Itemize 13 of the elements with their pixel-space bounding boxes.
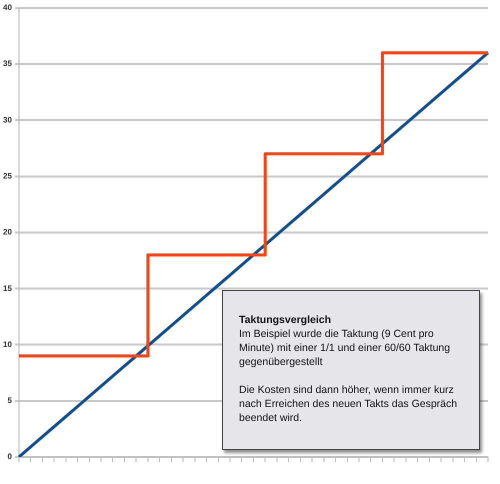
- y-tick-label: 0: [7, 452, 12, 462]
- text-box: Taktungsvergleich Im Beispiel wurde die Taktung (9 Cent pro Minute) mit einer 1/1 und einer 60/60 Taktung gegenübergestellt Die Kosten sind dann höher, wenn immer kurz nach Erreichen des neuen Takts das Gespräch beendet wird.: [222, 290, 480, 450]
- y-tick-label: 30: [2, 115, 12, 124]
- annotation: Taktungsvergleich: [239, 313, 332, 327]
- y-tick-label: 20: [2, 228, 12, 237]
- annotation: Im Beispiel wurde die Taktung (9 Cent pro Minute) mit einer 1/1 und einer 60/60 Taktung gegenübergestellt: [239, 327, 452, 369]
- y-tick-label: 5: [7, 396, 12, 406]
- y-tick-label: 25: [2, 171, 12, 180]
- y-tick-label: 40: [2, 3, 12, 12]
- y-tick-label: 35: [2, 59, 12, 68]
- y-tick-label: 15: [2, 284, 12, 293]
- y-tick-label: 10: [2, 340, 12, 349]
- annotation: Die Kosten sind dann höher, wenn immer kurz nach Erreichen des neuen Takts das Gespräch beendet wird.: [239, 383, 458, 425]
